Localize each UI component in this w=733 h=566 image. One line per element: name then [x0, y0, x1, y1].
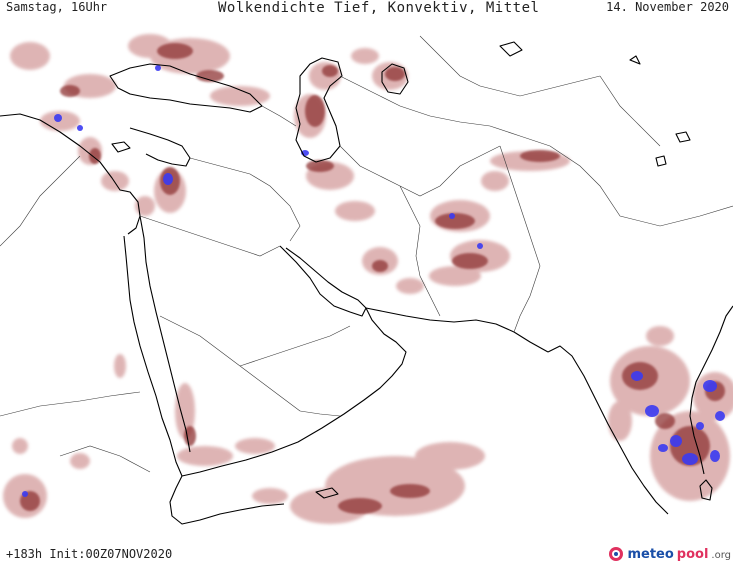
cloud-layer-dense: [20, 43, 725, 514]
forecast-date-label: 14. November 2020: [606, 0, 729, 14]
forecast-day-label: Samstag, 16Uhr: [6, 0, 108, 14]
cloud-map-svg: [0, 34, 733, 525]
turkey-south-coast: [129, 127, 191, 167]
lake-1: [675, 131, 691, 143]
red-sea-west-coast: [123, 235, 183, 477]
meteopool-brand-link[interactable]: meteo pool .org: [608, 544, 731, 564]
cloud-layer-light: [3, 34, 733, 524]
brand-part-org: .org: [711, 550, 731, 561]
brand-part-meteo: meteo: [627, 546, 674, 562]
socotra-outline: [315, 487, 339, 499]
iran-pakistan-coast: [365, 307, 549, 353]
country-borders: [0, 35, 733, 473]
brand-part-pool: pool: [676, 546, 709, 562]
red-sea-east-coast: [139, 215, 191, 453]
cyprus-outline: [111, 141, 131, 153]
map-area: [0, 16, 733, 527]
black-sea-coast: [109, 63, 263, 113]
persian-gulf-coast: [279, 245, 367, 317]
india-east-coast: [689, 305, 733, 475]
aral-sea-outline: [381, 63, 409, 95]
horn-of-africa-coast: [169, 475, 285, 525]
india-west-coast: [547, 345, 669, 515]
lake-3: [629, 55, 641, 65]
lake-4: [499, 41, 523, 57]
arabia-south-coast: [181, 307, 407, 477]
model-run-info: +183h Init:00Z07NOV2020: [6, 547, 173, 561]
convective-cells: [22, 65, 725, 497]
coastlines: [0, 41, 733, 525]
caspian-sea-outline: [295, 57, 343, 163]
meteopool-logo-icon: [609, 547, 624, 561]
lake-2: [655, 155, 667, 167]
sri-lanka-outline: [699, 479, 713, 501]
map-title: Wolkendichte Tief, Konvektiv, Mittel: [218, 0, 540, 16]
